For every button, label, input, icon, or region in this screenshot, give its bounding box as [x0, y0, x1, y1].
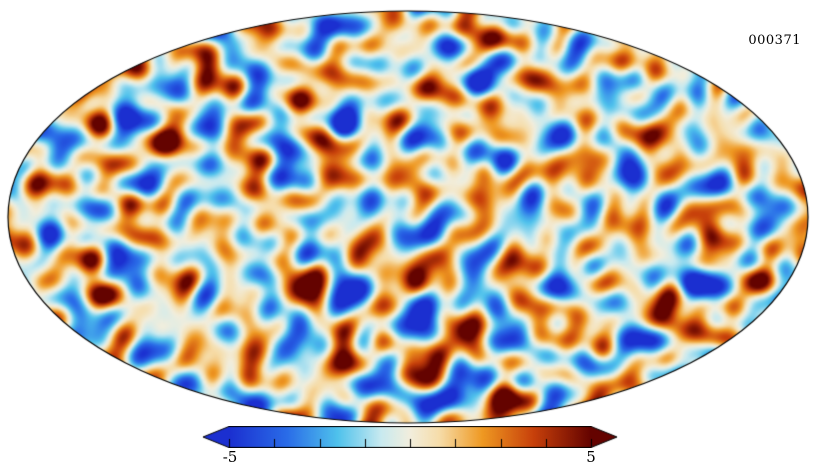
colorbar-max-label: 5 — [586, 448, 596, 466]
sky-map-canvas — [0, 0, 817, 426]
frame-label: 000371 — [748, 33, 801, 48]
colorbar-canvas — [0, 426, 817, 448]
colorbar-min-label: -5 — [222, 448, 238, 466]
